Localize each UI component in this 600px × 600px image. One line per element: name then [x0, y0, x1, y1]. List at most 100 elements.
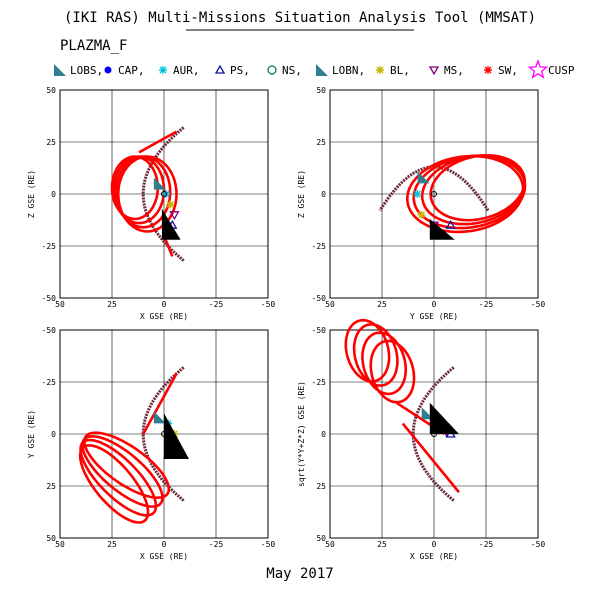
- legend-label: CUSP: [548, 64, 575, 77]
- legend-label: PS,: [230, 64, 250, 77]
- legend-label: MS,: [444, 64, 464, 77]
- x-axis-label: X GSE (RE): [410, 552, 458, 561]
- y-tick-label: -25: [312, 378, 327, 387]
- legend-entry: CUSP: [527, 59, 575, 79]
- wedge-triangle: [429, 402, 459, 434]
- asterisk-icon: [166, 200, 175, 209]
- earth-marker: [161, 431, 167, 437]
- x-tick-label: -25: [479, 300, 494, 309]
- y-tick-label: -50: [312, 326, 327, 335]
- orbit-loop: [112, 155, 166, 225]
- boundary-curve: [141, 126, 185, 262]
- boundary-curve: [141, 366, 185, 502]
- asterisk-icon: [417, 210, 426, 219]
- x-tick-label: -25: [209, 540, 224, 549]
- y-tick-label: 0: [51, 190, 56, 199]
- y-tick-label: 50: [316, 86, 326, 95]
- x-tick-label: 25: [107, 540, 117, 549]
- orbit-line: [142, 373, 178, 435]
- legend-entry: SW,: [484, 64, 518, 77]
- dot-filled-icon: [104, 66, 112, 74]
- star-open-icon: [527, 59, 549, 79]
- orbit-loop: [78, 444, 150, 524]
- x-tick-label: 50: [325, 540, 335, 549]
- x-tick-label: -25: [479, 540, 494, 549]
- y-tick-label: 25: [316, 138, 326, 147]
- legend-label: NS,: [282, 64, 302, 77]
- legend-entry: PS,: [214, 64, 250, 77]
- asterisk-stroke: [376, 66, 384, 74]
- orbit-loop: [361, 331, 408, 396]
- asterisk-icon: [159, 66, 167, 74]
- y-axis-label: Z GSE (RE): [297, 170, 306, 218]
- legend-entry: LOBS,: [54, 64, 103, 77]
- orbit-loop: [344, 318, 391, 383]
- y-tick-label: 0: [321, 190, 326, 199]
- y-tick-label: -50: [42, 326, 57, 335]
- legend-entry: CAP,: [104, 64, 145, 77]
- earth-marker: [431, 431, 437, 437]
- figure-title: (IKI RAS) Multi-Missions Situation Analy…: [64, 10, 536, 26]
- legend-entry: BL,: [376, 64, 410, 77]
- y-tick-label: 50: [46, 86, 56, 95]
- x-tick-label: -50: [531, 540, 546, 549]
- wedge-triangle: [429, 219, 455, 240]
- x-tick-label: -50: [261, 300, 276, 309]
- x-tick-label: 0: [432, 300, 437, 309]
- boundary-curve: [411, 366, 455, 502]
- orbit-line: [138, 130, 178, 154]
- orbit-line: [401, 422, 460, 494]
- orbit-loop: [114, 155, 172, 229]
- triangle-filled-icon: [153, 411, 166, 424]
- x-axis-label: X GSE (RE): [140, 312, 188, 321]
- legend-label: LOBS,: [70, 64, 103, 77]
- legend-entry: AUR,: [159, 64, 200, 77]
- triangle-filled-icon: [316, 64, 328, 76]
- legend-label: SW,: [498, 64, 518, 77]
- y-tick-label: 25: [46, 138, 56, 147]
- x-tick-label: 0: [432, 540, 437, 549]
- asterisk-stroke: [418, 211, 426, 219]
- x-tick-label: 0: [162, 300, 167, 309]
- orbit-loop: [369, 339, 416, 404]
- circle-open-icon: [267, 65, 277, 75]
- triangle-filled-icon: [153, 177, 166, 190]
- x-tick-label: 50: [55, 540, 65, 549]
- y-tick-label: -25: [42, 242, 57, 251]
- orbit-loop: [81, 434, 164, 508]
- y-tick-label: -50: [312, 294, 327, 303]
- y-tick-label: 25: [316, 482, 326, 491]
- x-axis-label: X GSE (RE): [140, 552, 188, 561]
- earth-marker: [161, 191, 167, 197]
- y-tick-label: -25: [312, 242, 327, 251]
- mission-label: PLAZMA_F: [60, 38, 127, 54]
- legend-label: AUR,: [173, 64, 200, 77]
- y-axis-label: sqrt(Y*Y+Z*Z) GSE (RE): [297, 381, 306, 487]
- x-tick-label: 50: [55, 300, 65, 309]
- triangle-down-open-icon: [169, 211, 180, 221]
- y-tick-label: 50: [46, 534, 56, 543]
- legend-label: LOBN,: [332, 64, 365, 77]
- triangle-filled-icon: [417, 171, 430, 184]
- x-tick-label: 0: [162, 540, 167, 549]
- y-tick-label: -50: [42, 294, 57, 303]
- y-tick-label: 50: [316, 534, 326, 543]
- y-tick-label: 0: [51, 430, 56, 439]
- asterisk-stroke: [159, 66, 167, 74]
- legend-entry: MS,: [428, 64, 464, 77]
- asterisk-stroke: [413, 190, 421, 198]
- asterisk-icon: [484, 66, 492, 74]
- x-tick-label: 25: [377, 540, 387, 549]
- asterisk-stroke: [484, 66, 492, 74]
- legend-entry: LOBN,: [316, 64, 365, 77]
- legend: LOBS, CAP, AUR, PS, NS, LOBN, BL, MS, SW, CUSP: [54, 59, 575, 79]
- earth-marker: [431, 191, 437, 197]
- x-tick-label: -50: [531, 300, 546, 309]
- y-tick-label: -25: [42, 378, 57, 387]
- x-tick-label: -50: [261, 540, 276, 549]
- y-tick-label: 25: [46, 482, 56, 491]
